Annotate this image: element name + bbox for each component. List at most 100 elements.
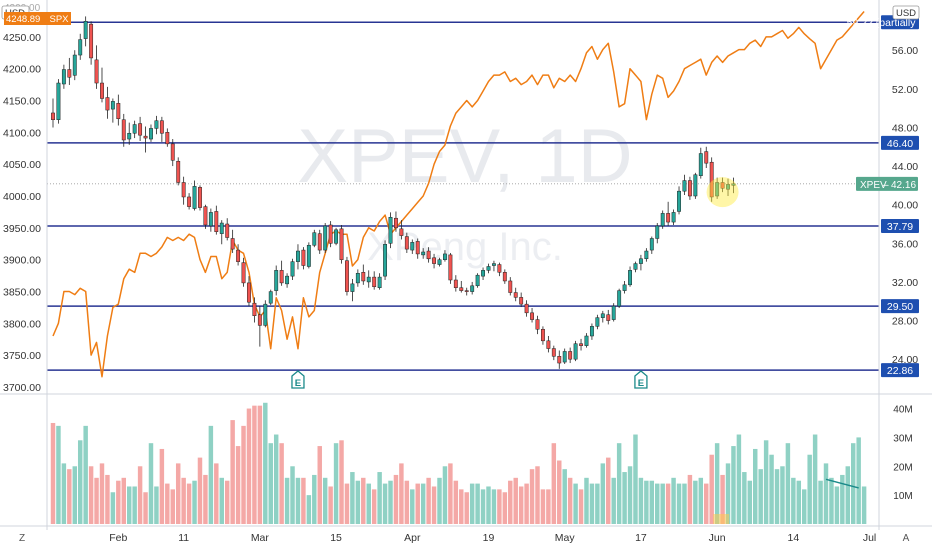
volume-bar [714, 443, 720, 524]
currency-tag-right: USD [896, 8, 916, 19]
spx-polyline [52, 11, 865, 378]
volume-bar [235, 446, 241, 524]
volume-bar [67, 469, 72, 524]
earnings-icon [291, 370, 305, 389]
candle [181, 176, 186, 205]
candle [263, 300, 268, 328]
earnings-marker: E [291, 370, 305, 389]
volume-bar [529, 469, 535, 524]
spx-line [52, 11, 865, 378]
candle-body [497, 264, 502, 273]
candle-body [633, 263, 638, 270]
candle [437, 257, 442, 267]
volume-bar [687, 474, 693, 524]
x-axis-label: Feb [109, 532, 127, 544]
candle-body [312, 232, 317, 246]
candle-body [421, 251, 426, 256]
candle [312, 229, 317, 248]
candle [492, 260, 496, 272]
candle [562, 348, 567, 364]
watermark-symbol: XPEV, 1D [297, 114, 632, 199]
volume-bar [491, 489, 497, 524]
x-axis-label: 11 [178, 532, 189, 544]
candle-body [208, 212, 213, 227]
volume-bar [404, 480, 410, 524]
volume-bar [366, 483, 371, 524]
candle-body [540, 328, 545, 342]
volume-bar [774, 469, 780, 524]
candle-body [410, 242, 415, 251]
candle [432, 253, 436, 269]
candle [660, 210, 665, 229]
candle [241, 257, 246, 287]
volume-bar [284, 477, 290, 524]
candle [399, 220, 404, 240]
candle [573, 340, 578, 362]
candle-body [492, 263, 496, 266]
level-label-bg [881, 135, 919, 150]
volume-bar [290, 466, 295, 524]
candle-body [72, 54, 77, 76]
candle-body [355, 272, 360, 284]
candle-body [475, 274, 480, 287]
volume-bar [655, 483, 660, 524]
volume-bar [818, 480, 823, 524]
volume-bar [763, 440, 769, 524]
candle-body [56, 82, 61, 120]
right-axis-tick: 48.00 [892, 122, 918, 134]
volume-bar [371, 489, 377, 524]
candle-body [361, 272, 366, 282]
volume-bar [829, 477, 834, 524]
volume-bar [693, 480, 698, 524]
candle-body [83, 20, 88, 39]
candle-body [557, 356, 562, 364]
candle-body [247, 282, 251, 303]
last-price-symbol: XPEV [860, 180, 887, 191]
x-axis-label: 14 [788, 532, 800, 544]
volume-bar [312, 474, 317, 524]
candle [56, 79, 61, 124]
x-axis-label: Jun [709, 532, 726, 544]
watermark-name: XPeng Inc. [367, 225, 563, 269]
level-label-bg [881, 299, 919, 314]
volume-bar [469, 483, 475, 524]
volume-bar [622, 472, 627, 524]
volume-bar [442, 466, 448, 524]
volume-bar [56, 425, 61, 524]
candle-body [649, 238, 654, 251]
candle-body [279, 270, 284, 284]
level-label-text: 29.50 [887, 301, 913, 313]
volume-bar [671, 477, 676, 524]
candle [535, 315, 540, 335]
candle [187, 193, 192, 210]
candle [470, 281, 475, 295]
volume-bar [562, 469, 567, 524]
volume-bar [241, 425, 246, 524]
corner-label-left: Z [19, 533, 25, 544]
candle [530, 308, 534, 323]
candle [426, 247, 431, 263]
candle [443, 250, 447, 262]
candle [638, 254, 643, 271]
corner-label-right: A [903, 533, 910, 544]
candle-body [399, 228, 404, 236]
candle-body [595, 317, 600, 327]
candle [410, 239, 415, 254]
volume-bar [279, 443, 284, 524]
candle-body [67, 69, 72, 78]
candle-body [110, 101, 115, 110]
candle [415, 238, 420, 259]
candle [502, 269, 507, 284]
candle-body [165, 132, 170, 145]
candle [546, 336, 551, 353]
candle [323, 223, 328, 253]
volume-bar [644, 480, 649, 524]
candle-body [372, 276, 377, 288]
candle [214, 205, 219, 235]
volume-bar [518, 486, 524, 524]
x-axis-label: 17 [635, 532, 647, 544]
candle [459, 280, 464, 293]
right-axis-tick: 28.00 [892, 316, 918, 328]
volume-highlight [713, 514, 730, 524]
